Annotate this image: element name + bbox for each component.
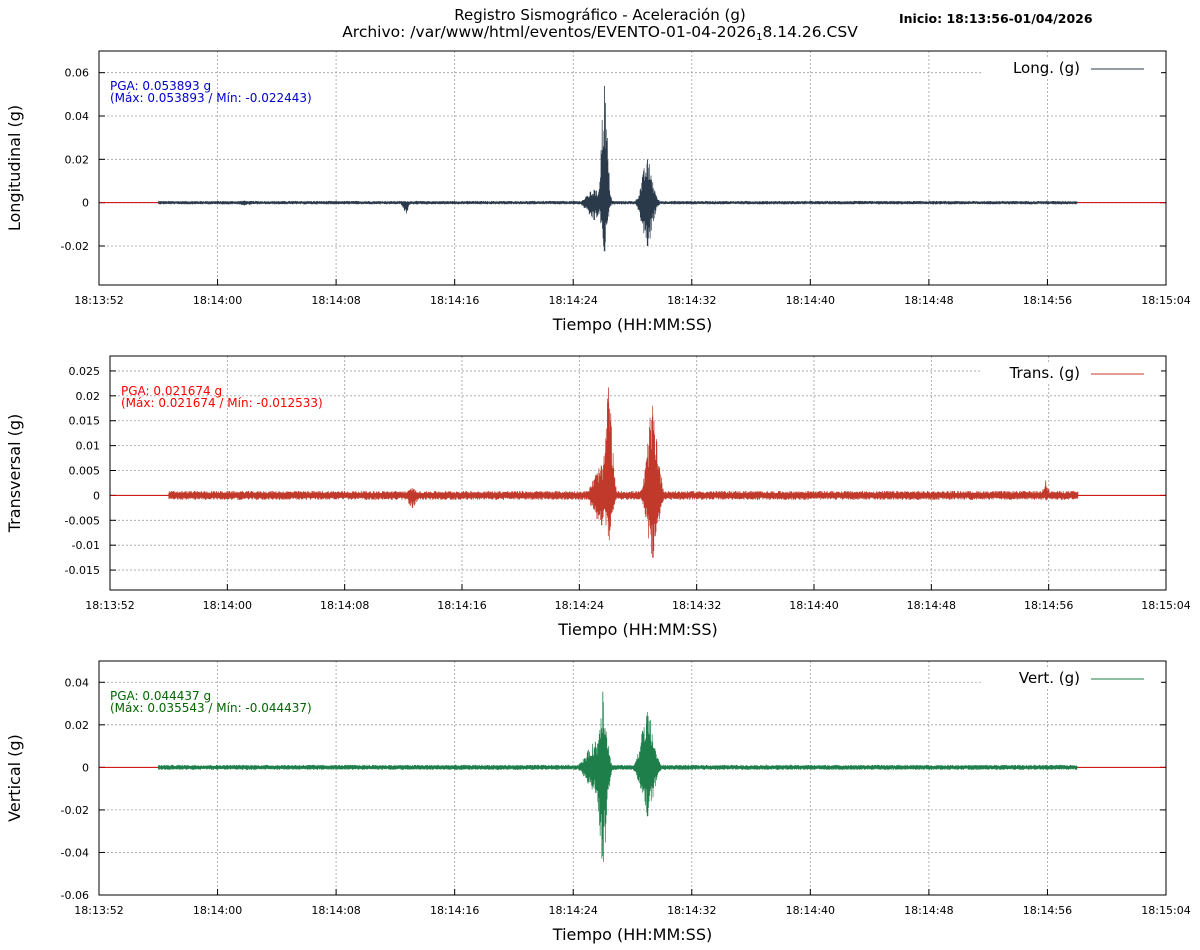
file-path-subscript: 1	[756, 32, 763, 43]
plot1-xtick-label: 18:14:08	[311, 294, 360, 307]
plot3-ytick-label: -0.06	[61, 889, 89, 902]
plot1-range-annotation: (Máx: 0.053893 / Mín: -0.022443)	[110, 91, 312, 105]
plot1-xtick-label: 18:13:52	[74, 294, 123, 307]
plot3-xtick-label: 18:14:56	[1023, 904, 1072, 917]
plot2-range-annotation: (Máx: 0.021674 / Mín: -0.012533)	[121, 396, 323, 410]
plot2-xtick-label: 18:13:52	[85, 599, 134, 612]
plot2-xtick-label: 18:14:08	[320, 599, 369, 612]
plot3-xtick-label: 18:14:40	[786, 904, 835, 917]
plot3-frame	[98, 660, 1167, 896]
plot3-ytick-label: -0.04	[61, 846, 89, 859]
plot3-pga-annotation: PGA: 0.044437 g	[110, 689, 211, 703]
plot1-legend-label: Long. (g)	[1013, 59, 1080, 77]
plot1-xtick-label: 18:14:48	[904, 294, 953, 307]
plot2-signal-trace	[168, 387, 1079, 558]
plot1-ytick-label: 0.04	[65, 110, 90, 123]
chart-title: Registro Sismográfico - Aceleración (g)	[454, 6, 746, 24]
plot3-xtick-label: 18:14:16	[430, 904, 479, 917]
start-timestamp: Inicio: 18:13:56-01/04/2026	[899, 11, 1093, 26]
plot2-xtick-label: 18:14:56	[1024, 599, 1073, 612]
plot2-ytick-label: -0.005	[65, 514, 100, 527]
plot2-ytick-label: 0	[93, 489, 100, 502]
plot2-xtick-label: 18:14:00	[203, 599, 252, 612]
plot1-xtick-label: 18:14:32	[667, 294, 716, 307]
plot2-ytick-label: 0.015	[69, 415, 101, 428]
plot3-ytick-label: -0.02	[61, 804, 89, 817]
plot1-yaxis-label: Longitudinal (g)	[5, 105, 24, 231]
plot3-xtick-label: 18:14:00	[193, 904, 242, 917]
plot2-xtick-label: 18:15:04	[1141, 599, 1190, 612]
plot2-xtick-label: 18:14:16	[437, 599, 486, 612]
plot3-xtick-label: 18:14:08	[311, 904, 360, 917]
plot2-legend-label: Trans. (g)	[1009, 364, 1080, 382]
plot2-pga-annotation: PGA: 0.021674 g	[121, 384, 222, 398]
plot1-legend-bg	[981, 57, 1161, 79]
plot2-ytick-label: 0.01	[76, 440, 101, 453]
chart-file-path: Archivo: /var/www/html/eventos/EVENTO-01…	[0, 23, 1200, 43]
plot1-frame	[98, 50, 1167, 286]
plot2-legend-bg	[981, 362, 1161, 384]
plot3-xtick-label: 18:13:52	[74, 904, 123, 917]
plot3-yaxis-label: Vertical (g)	[5, 734, 24, 822]
plot1-ytick-label: 0.02	[65, 153, 90, 166]
plot1-xtick-label: 18:14:56	[1023, 294, 1072, 307]
plot3-range-annotation: (Máx: 0.035543 / Mín: -0.044437)	[110, 701, 312, 715]
plot1-xtick-label: 18:15:04	[1141, 294, 1190, 307]
plot2-xtick-label: 18:14:48	[907, 599, 956, 612]
plot1-xtick-label: 18:14:16	[430, 294, 479, 307]
plot2-xtick-label: 18:14:40	[789, 599, 838, 612]
plot2-ytick-label: -0.015	[65, 564, 100, 577]
plot2-ytick-label: 0.005	[69, 465, 101, 478]
plot3-ytick-label: 0.02	[65, 719, 90, 732]
plot2-xtick-label: 18:14:32	[672, 599, 721, 612]
plot1-pga-annotation: PGA: 0.053893 g	[110, 79, 211, 93]
plot2-xaxis-label: Tiempo (HH:MM:SS)	[557, 620, 717, 639]
plot3-xtick-label: 18:14:32	[667, 904, 716, 917]
plot3-legend-label: Vert. (g)	[1019, 669, 1080, 687]
plot1-xtick-label: 18:14:24	[549, 294, 598, 307]
plot3-signal-trace	[157, 691, 1078, 862]
plot1-ytick-label: 0	[82, 197, 89, 210]
plot2-yaxis-label: Transversal (g)	[5, 414, 24, 533]
plot2-ytick-label: -0.01	[72, 539, 100, 552]
file-path-prefix: Archivo: /var/www/html/eventos/EVENTO-01…	[342, 23, 757, 41]
plot2-frame	[109, 355, 1167, 591]
plot1-xaxis-label: Tiempo (HH:MM:SS)	[552, 315, 712, 334]
plot2-ytick-label: 0.025	[69, 365, 101, 378]
plot1-xtick-label: 18:14:00	[193, 294, 242, 307]
plot3-xtick-label: 18:14:48	[904, 904, 953, 917]
plot1-xtick-label: 18:14:40	[786, 294, 835, 307]
plot1-signal-trace	[157, 85, 1078, 252]
plot1-ytick-label: -0.02	[61, 240, 89, 253]
plot3-legend-bg	[981, 667, 1161, 689]
plot3-xtick-label: 18:15:04	[1141, 904, 1190, 917]
plot3-ytick-label: 0.04	[65, 676, 90, 689]
plot3-xaxis-label: Tiempo (HH:MM:SS)	[552, 925, 712, 944]
plot1-ytick-label: 0.06	[65, 67, 90, 80]
plot3-ytick-label: 0	[82, 761, 89, 774]
plot2-ytick-label: 0.02	[76, 390, 101, 403]
file-path-suffix: 8.14.26.CSV	[762, 23, 858, 41]
plot2-xtick-label: 18:14:24	[555, 599, 604, 612]
plot3-xtick-label: 18:14:24	[549, 904, 598, 917]
